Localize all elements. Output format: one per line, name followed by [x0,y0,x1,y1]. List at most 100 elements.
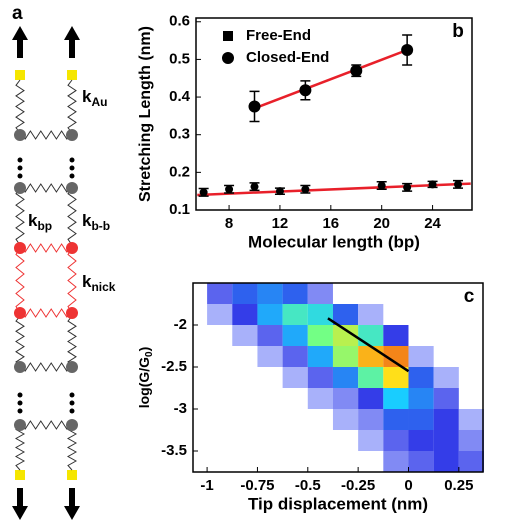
density-cell [458,409,485,430]
density-cell [408,430,434,451]
density-cell [307,283,333,304]
subscript: Au [91,95,107,109]
fit-line [327,317,410,373]
base [66,307,78,319]
y-tick-label: 0.1 [169,201,190,218]
spring-constant: kbp [28,211,52,233]
spring [19,183,73,193]
density-cell [257,283,283,304]
spring [19,243,73,253]
density-cell [383,367,409,388]
ellipsis-dot [69,157,75,163]
base [66,182,78,194]
density-cell [408,367,434,388]
x-tick-label: -1 [200,477,213,494]
panel-label-bg [459,285,479,307]
plot-frame [192,282,484,473]
ellipsis-dot [69,408,75,414]
base [66,361,78,373]
spring [19,362,73,372]
spring [67,187,77,246]
point [454,180,463,189]
plot-frame [195,17,473,211]
y-axis-title-part: log(G/G [136,357,152,408]
x-tick-label: 0 [404,477,412,494]
ellipsis-dot [17,400,23,406]
symbol: k [28,211,38,230]
panel-label: b [452,21,464,42]
density-cell [207,304,233,325]
ellipsis-dot [69,392,75,398]
point [299,84,312,97]
density-cell [383,430,409,451]
density-cell [383,409,409,430]
x-tick-label: 24 [424,215,441,232]
spring [19,420,73,430]
ellipsis-dot [69,173,75,179]
spring [67,79,77,134]
density-cell [383,388,409,409]
density-cell [282,283,308,304]
ellipsis-dot [17,173,23,179]
y-axis-title-part: ) [136,347,152,352]
fit-line [254,48,408,110]
x-tick-label: 12 [272,215,289,232]
base [66,242,78,254]
y-tick-label: -3.5 [161,442,187,459]
spring [67,315,77,368]
density-cell [383,346,409,367]
y-tick-label: -2.5 [161,358,187,375]
density-cell [408,346,434,367]
panel-label-bg [448,20,468,42]
density-cell [458,430,485,451]
base [66,129,78,141]
density-cell [332,304,359,325]
spring [15,315,25,368]
base [14,307,26,319]
y-tick-label: 0.5 [169,50,190,67]
spring [15,247,25,314]
symbol: k [82,272,92,291]
density-cell [383,325,409,346]
fit-line [197,182,471,197]
density-cell [207,283,233,304]
x-tick-label: 16 [322,215,339,232]
density-cell [232,304,258,325]
point [199,188,208,197]
arrow-down [12,488,28,520]
spring-constant: kb-b [82,211,110,233]
y-tick-label: 0.4 [169,88,191,105]
gold-contact [67,70,77,80]
arrow-down [64,488,80,520]
gold-contact [15,470,25,480]
density-cell [458,451,485,472]
spring [19,308,73,318]
density-cell [358,346,384,367]
subscript: nick [91,280,115,294]
density-cell [433,451,459,472]
ellipsis-dot [17,157,23,163]
density-cell [332,346,359,367]
base [14,419,26,431]
density-cell [307,388,333,409]
density-cell [282,304,308,325]
density-cell [307,325,333,346]
arrow-up [12,26,28,58]
point [225,185,234,194]
ellipsis-dot [69,400,75,406]
point [275,187,284,196]
spring [15,79,25,134]
density-cell [282,367,308,388]
spring-constant: kAu [82,87,107,109]
spring [67,247,77,314]
y-axis-title: log(G/G0) [136,347,155,409]
density-cell [408,388,434,409]
symbol: k [82,87,92,106]
density-cell [433,430,459,451]
arrow-up [64,26,80,58]
point [377,181,386,190]
density-cell [433,388,459,409]
density-cell [332,388,359,409]
density-cell [257,346,283,367]
ellipsis-dot [17,165,23,171]
